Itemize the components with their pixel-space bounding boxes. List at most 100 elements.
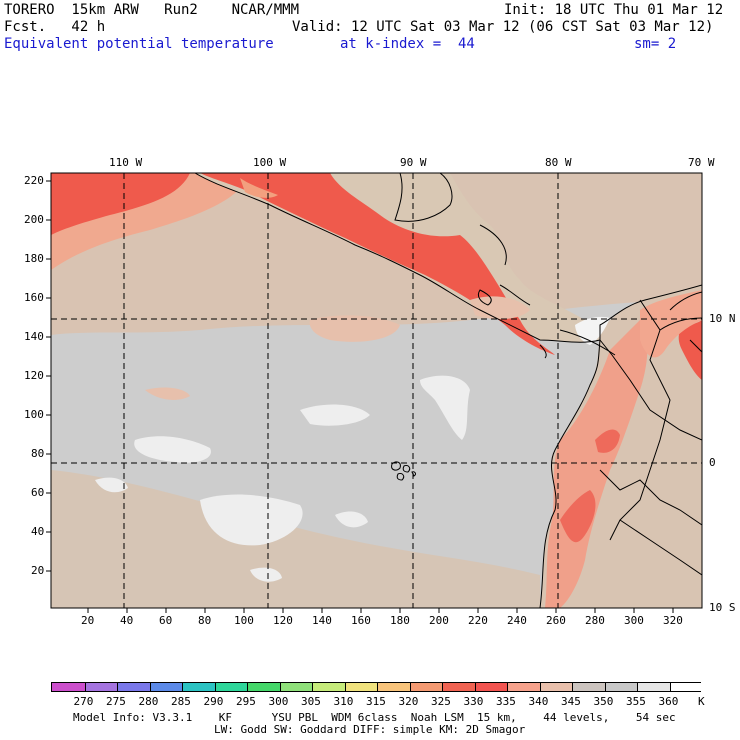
x-tick-label: 200 [429, 614, 449, 627]
colorbar-swatch [182, 683, 215, 691]
andes-red-2 [595, 429, 620, 453]
lon-label-80w: 80 W [545, 156, 572, 169]
warm-band-3 [51, 173, 190, 235]
colombia-hot [678, 320, 702, 380]
x-tick-label: 20 [81, 614, 95, 627]
colorbar-swatch [604, 683, 637, 691]
lon-label-90w: 90 W [400, 156, 427, 169]
title-line: TORERO 15km ARW Run2 NCAR/MMM [4, 2, 300, 18]
init-time: Init: 18 UTC Thu 01 Mar 12 [504, 2, 724, 18]
lat-label-10s: 10 S [709, 601, 736, 614]
x-tick-label: 160 [351, 614, 371, 627]
lat-label-0: 0 [709, 456, 716, 469]
x-tick-label: 180 [390, 614, 410, 627]
y-tick-label: 140 [24, 330, 44, 343]
colorbar-swatch [474, 683, 507, 691]
colorbar-label: 335 [496, 695, 516, 708]
y-tick-label: 200 [24, 213, 44, 226]
colorbar-swatch [409, 683, 442, 691]
colorbar-label: 300 [268, 695, 289, 708]
lon-label-110w: 110 W [109, 156, 143, 169]
y-tick-label: 80 [31, 447, 45, 460]
lon-label-100w: 100 W [253, 156, 287, 169]
x-tick-label: 260 [546, 614, 566, 627]
colorbar-swatch [572, 683, 605, 691]
colorbar-label: 325 [431, 695, 451, 708]
andes-red [560, 490, 596, 543]
colorbar-label: 310 [333, 695, 354, 708]
y-tick-label: 60 [31, 486, 45, 499]
colorbar-label: 355 [626, 695, 646, 708]
colorbar-swatch [312, 683, 345, 691]
y-tick-label: 100 [24, 408, 44, 421]
south-band [51, 470, 540, 608]
x-tick-label: 100 [234, 614, 254, 627]
colorbar-swatch [279, 683, 312, 691]
colorbar-label: 345 [561, 695, 581, 708]
map-frame [50, 172, 703, 609]
colorbar-label: 330 [463, 695, 484, 708]
x-tick-label: 220 [468, 614, 488, 627]
model-info: Model Info: V3.3.1 KF YSU PBL WDM 6class… [73, 711, 676, 724]
colorbar-label: 275 [106, 695, 126, 708]
colorbar-swatch [377, 683, 410, 691]
axis-ticks [46, 180, 674, 613]
level-info: at k-index = 44 [340, 36, 475, 52]
physics-info: LW: Godd SW: Goddard DIFF: simple KM: 2D… [214, 723, 526, 736]
smoothing-info: sm= 2 [634, 36, 677, 52]
colorbar-label: 360 [658, 695, 679, 708]
lat-lon-grid [51, 173, 702, 608]
galapagos-islands [391, 461, 416, 481]
colorbar-swatch [669, 683, 702, 691]
colorbar-swatch [247, 683, 280, 691]
valid-time: Valid: 12 UTC Sat 03 Mar 12 (06 CST Sat … [292, 19, 714, 35]
x-tick-label: 320 [663, 614, 683, 627]
field-name: Equivalent potential temperature [4, 36, 274, 52]
colorbar-label: 350 [593, 695, 614, 708]
y-tick-label: 160 [24, 291, 44, 304]
colorbar-label: 285 [171, 695, 191, 708]
forecast-hour: Fcst. 42 h [4, 19, 106, 35]
colorbar-unit: K [698, 695, 705, 708]
y-tick-label: 180 [24, 252, 44, 265]
colorbar-swatch [442, 683, 475, 691]
x-tick-label: 240 [507, 614, 527, 627]
central-america-hot [200, 173, 555, 355]
colorbar-label: 305 [301, 695, 321, 708]
colorbar-swatch [344, 683, 377, 691]
colorbar-label: 295 [236, 695, 256, 708]
colorbar-swatch [84, 683, 117, 691]
colorbar-swatch [637, 683, 670, 691]
y-tick-label: 220 [24, 174, 44, 187]
colorbar-swatch [149, 683, 182, 691]
central-america-orange [240, 178, 278, 198]
y-tick-label: 120 [24, 369, 44, 382]
colorbar [51, 682, 702, 692]
x-tick-label: 60 [159, 614, 173, 627]
colorbar-label: 320 [398, 695, 419, 708]
colorbar-label: 340 [528, 695, 549, 708]
lon-label-70w: 70 W [688, 156, 715, 169]
x-tick-label: 140 [312, 614, 332, 627]
colorbar-swatch [539, 683, 572, 691]
x-tick-label: 80 [198, 614, 212, 627]
colorbar-label: 280 [138, 695, 159, 708]
warm-patches [145, 296, 530, 400]
coastlines [194, 173, 702, 608]
y-tick-label: 20 [31, 564, 45, 577]
y-tick-label: 40 [31, 525, 45, 538]
x-tick-label: 280 [585, 614, 605, 627]
lat-label-10n: 10 N [709, 312, 736, 325]
colorbar-swatch [52, 683, 85, 691]
x-tick-label: 120 [273, 614, 293, 627]
colorbar-swatch [117, 683, 150, 691]
colorbar-swatch [507, 683, 540, 691]
colorbar-label: 315 [366, 695, 386, 708]
colorbar-label: 290 [203, 695, 224, 708]
x-tick-label: 40 [120, 614, 134, 627]
colorbar-swatch [214, 683, 247, 691]
x-tick-label: 300 [624, 614, 644, 627]
cool-patches [95, 375, 470, 582]
colorbar-label: 270 [73, 695, 94, 708]
